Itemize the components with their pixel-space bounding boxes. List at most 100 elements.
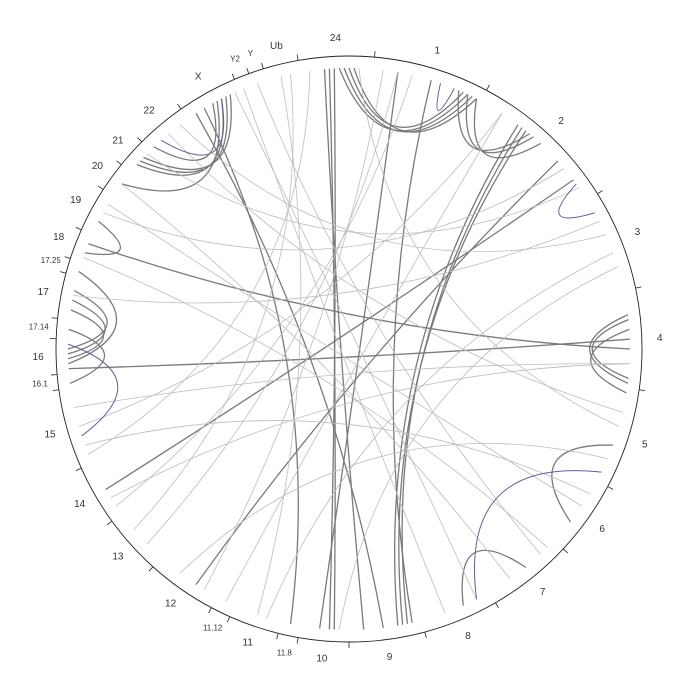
segment-label: Y <box>248 49 254 58</box>
link <box>558 183 595 219</box>
segment-arc <box>298 55 375 61</box>
segment-boundary <box>106 520 113 526</box>
segment-arc <box>348 631 425 643</box>
segment-arc <box>424 602 496 633</box>
link <box>84 420 591 495</box>
segment-arc <box>69 229 82 259</box>
link <box>195 113 384 629</box>
segment-boundary <box>52 389 59 392</box>
segment-boundary <box>486 84 490 91</box>
segment-boundary <box>563 548 568 554</box>
segment-label: 8 <box>465 631 471 642</box>
labels: 1234567891011.81111.121213141516.11617.1… <box>29 33 663 665</box>
segment-boundary <box>261 62 264 69</box>
segment-boundary <box>639 389 646 392</box>
segment-arc <box>65 258 71 274</box>
segment-arc <box>55 318 59 339</box>
segment-arc <box>495 548 564 604</box>
segment-boundary <box>51 317 58 319</box>
segment-boundary <box>208 607 212 614</box>
segment-boundary <box>227 616 231 623</box>
link <box>243 88 446 614</box>
segment-label: 11 <box>243 638 254 649</box>
link <box>84 220 121 256</box>
segment-label: 4 <box>657 333 663 344</box>
link <box>153 103 217 162</box>
segment-arc <box>263 60 299 70</box>
segment-boundary <box>177 103 182 110</box>
link <box>168 133 623 413</box>
link <box>67 290 108 350</box>
segment-arc <box>211 607 231 618</box>
link <box>436 83 455 111</box>
link <box>358 68 620 427</box>
link <box>398 130 527 625</box>
link <box>591 319 629 379</box>
segment-boundary <box>148 566 154 572</box>
segment-arc <box>80 467 113 522</box>
segment-label: 15 <box>44 429 56 440</box>
segment-arc <box>562 486 609 550</box>
link <box>225 113 503 602</box>
link <box>67 343 119 437</box>
link <box>83 257 548 548</box>
segment-arc <box>80 189 104 231</box>
link <box>465 94 534 154</box>
segment-label: Ub <box>270 41 283 52</box>
segment-label: 13 <box>112 552 124 563</box>
segment-arc <box>486 89 598 194</box>
segment-boundary <box>98 185 104 190</box>
segment-label: X <box>195 72 202 83</box>
link <box>461 549 527 606</box>
segment-label: 10 <box>316 653 328 664</box>
link <box>318 72 399 629</box>
segment-label: 16.1 <box>32 379 48 388</box>
segment-arc <box>229 616 279 634</box>
link <box>551 444 614 523</box>
segment-arc <box>374 56 487 91</box>
link <box>115 75 413 507</box>
segment-boundary <box>635 286 642 289</box>
link <box>74 363 630 408</box>
link <box>203 70 384 591</box>
segment-boundary <box>424 631 427 638</box>
segment-boundary <box>607 486 614 490</box>
link <box>203 107 299 624</box>
segment-label: 21 <box>112 136 124 147</box>
segment-boundary <box>276 633 279 640</box>
segment-arc <box>57 273 67 319</box>
link <box>266 252 614 618</box>
segment-label: 24 <box>330 33 342 44</box>
segment-label: 19 <box>70 195 82 206</box>
segment-boundary <box>374 51 376 58</box>
segment-arc <box>102 164 122 190</box>
segment-label: 22 <box>144 105 156 116</box>
link <box>121 100 220 192</box>
segment-boundary <box>116 160 122 165</box>
link <box>589 314 629 384</box>
link <box>78 113 503 427</box>
link <box>105 179 574 491</box>
segment-boundary <box>296 637 299 644</box>
segment-arc <box>234 73 249 80</box>
link <box>401 127 523 624</box>
segment-arc <box>597 193 637 289</box>
link <box>473 98 541 159</box>
segment-label: Y2 <box>230 55 240 64</box>
link <box>88 70 311 455</box>
segment-boundary <box>75 467 82 471</box>
link <box>353 67 478 133</box>
segment-label: 17 <box>38 287 50 298</box>
segment-label: 7 <box>540 587 546 598</box>
link <box>257 76 302 615</box>
link <box>146 153 580 235</box>
link <box>392 80 432 623</box>
segment-arc <box>111 520 154 568</box>
ring <box>50 51 646 648</box>
link <box>234 92 477 600</box>
link <box>103 168 565 251</box>
link <box>88 243 631 350</box>
link <box>179 124 606 253</box>
link <box>146 72 399 545</box>
